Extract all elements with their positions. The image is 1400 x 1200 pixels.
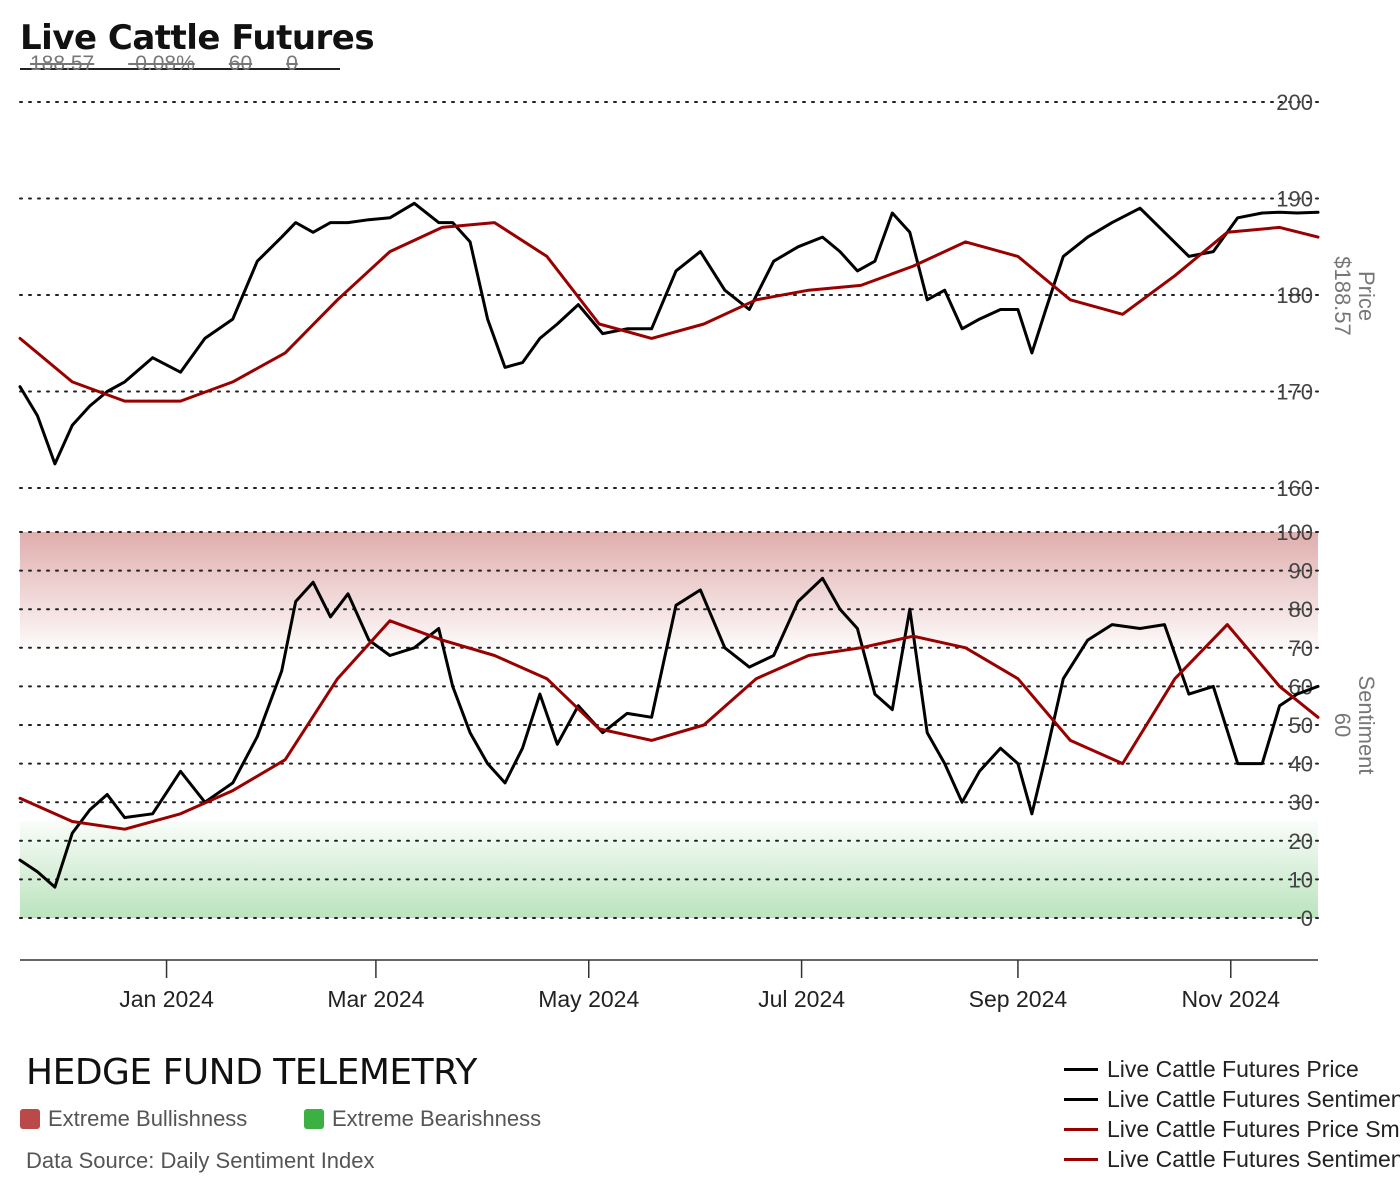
- chart: 160 170 180 190 200 Price$188.57 0 10 20 30 40 50 60…: [18, 90, 1379, 1012]
- price-axis-title-line2: $188.57: [1330, 256, 1355, 336]
- legend-swatch: [1064, 1067, 1098, 1071]
- price-axis-title-line1: Price: [1354, 271, 1379, 321]
- sentiment-tick-label: 40: [1289, 752, 1313, 777]
- stat-extra: 0: [286, 52, 298, 75]
- price-tick-label: 160: [1276, 476, 1313, 501]
- bull-swatch: [20, 1109, 40, 1129]
- sentiment-axis-title-line1: Sentiment: [1354, 675, 1379, 774]
- x-tick-label: Jul 2024: [758, 986, 845, 1012]
- sentiment-tick-label: 100: [1276, 520, 1313, 545]
- x-tick-label: Nov 2024: [1182, 986, 1281, 1012]
- x-tick-label: Mar 2024: [327, 986, 424, 1012]
- sentiment-smoothed-series-line: [18, 619, 1320, 831]
- legend-swatch: [1064, 1157, 1098, 1161]
- stat-price: 188.57: [30, 52, 95, 75]
- x-tick-label: May 2024: [538, 986, 639, 1012]
- legend-item-sentiment-smoothed: Live Cattle Futures Sentiment Smoothed: [1064, 1144, 1400, 1174]
- x-tick-label: Sep 2024: [969, 986, 1068, 1012]
- price-series-line: [18, 201, 1320, 466]
- sentiment-tick-label: 20: [1289, 829, 1313, 854]
- legend-swatch: [1064, 1097, 1098, 1101]
- sentiment-tick-label: 30: [1289, 790, 1313, 815]
- sentiment-series-line: [18, 576, 1320, 889]
- sentiment-tick-label: 10: [1289, 867, 1313, 892]
- brand-wordmark: HEDGE FUND TELEMETRY: [26, 1052, 477, 1093]
- price-tick-label: 180: [1276, 283, 1313, 308]
- sentiment-tick-label: 90: [1289, 559, 1313, 584]
- legend-item-price-smoothed: Live Cattle Futures Price Smoothed: [1064, 1114, 1400, 1144]
- sentiment-tick-label: 0: [1301, 906, 1313, 931]
- stat-change: -0.08%: [128, 52, 195, 75]
- sentiment-tick-label: 50: [1289, 713, 1313, 738]
- legend-item-sentiment: Live Cattle Futures Sentiment: [1064, 1084, 1400, 1114]
- sentiment-tick-label: 70: [1289, 636, 1313, 661]
- legend-swatch: [1064, 1127, 1098, 1131]
- legend-label: Live Cattle Futures Price: [1107, 1055, 1359, 1082]
- bear-swatch: [304, 1109, 324, 1129]
- stat-sentiment: 60: [228, 52, 253, 75]
- x-tick-label: Jan 2024: [119, 986, 214, 1012]
- price-smoothed-series-line: [18, 221, 1320, 403]
- sentiment-axis-title-line2: 60: [1330, 713, 1355, 737]
- legend-label: Live Cattle Futures Sentiment Smoothed: [1107, 1145, 1400, 1172]
- price-axis-title: Price$188.57: [1330, 256, 1379, 336]
- stats-row: 188.57 -0.08% 60 0: [20, 52, 340, 75]
- page-title: Live Cattle Futures: [20, 18, 375, 58]
- price-tick-label: 190: [1276, 187, 1313, 212]
- price-tick-label: 200: [1276, 90, 1313, 115]
- price-tick-label: 170: [1276, 380, 1313, 405]
- legend-label: Live Cattle Futures Price Smoothed: [1107, 1115, 1400, 1142]
- legend-label: Live Cattle Futures Sentiment: [1107, 1085, 1400, 1112]
- legend-item-price: Live Cattle Futures Price: [1064, 1054, 1400, 1084]
- series-legend: Live Cattle Futures Price Live Cattle Fu…: [1064, 1054, 1400, 1174]
- extreme-bearishness-zone: [20, 821, 1318, 918]
- sentiment-tick-label: 80: [1289, 597, 1313, 622]
- key-extreme-bullishness: Extreme Bullishness: [20, 1106, 247, 1132]
- key-bear-label: Extreme Bearishness: [332, 1106, 542, 1131]
- data-source: Data Source: Daily Sentiment Index: [26, 1148, 375, 1173]
- key-extreme-bearishness: Extreme Bearishness: [304, 1106, 541, 1132]
- key-bull-label: Extreme Bullishness: [48, 1106, 248, 1131]
- extreme-bullishness-zone: [20, 532, 1318, 648]
